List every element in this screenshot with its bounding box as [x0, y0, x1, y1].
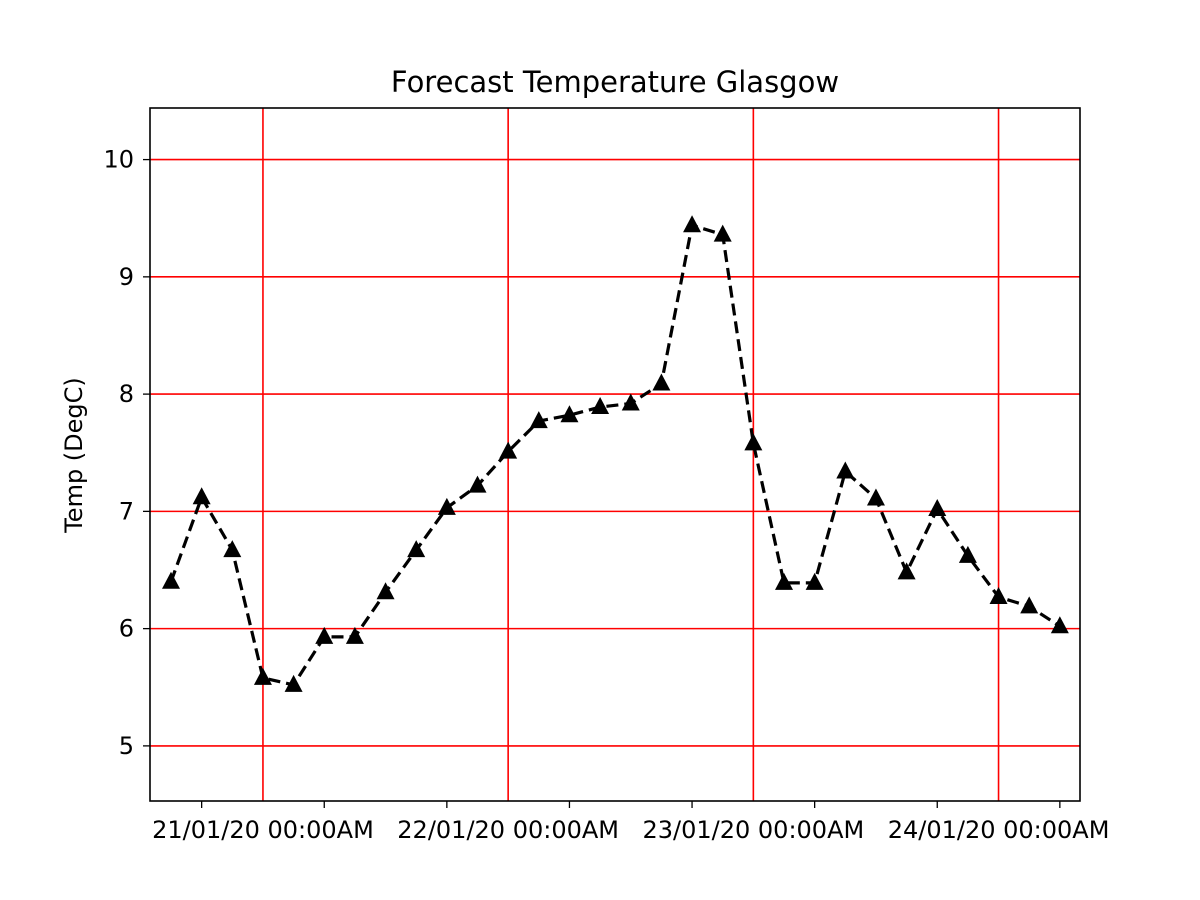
y-tick-label: 7 [119, 497, 134, 525]
y-tick-label: 9 [119, 263, 134, 291]
data-point-marker [499, 441, 518, 459]
data-point-marker [897, 562, 916, 580]
data-point-marker [713, 224, 732, 242]
data-point-marker [836, 461, 855, 479]
series-layer [162, 215, 1069, 692]
data-point-marker [958, 545, 977, 563]
series-line [169, 223, 1061, 687]
data-point-marker [162, 571, 180, 589]
data-point-marker [376, 582, 395, 600]
data-point-marker [345, 626, 364, 644]
data-point-marker [652, 373, 671, 391]
y-tick-label: 10 [103, 146, 134, 174]
data-point-marker [284, 674, 303, 692]
data-point-marker [407, 540, 426, 558]
x-tick-label: 21/01/20 00:00AM [152, 816, 374, 844]
data-point-marker [253, 667, 272, 685]
data-point-marker [223, 540, 242, 558]
data-point-marker [1020, 596, 1039, 614]
y-tick-label: 5 [119, 732, 134, 760]
plot-frame [149, 107, 1081, 802]
chart-title: Forecast Temperature Glasgow [391, 65, 839, 99]
grid-lines [150, 108, 1080, 801]
data-point-marker [468, 475, 487, 493]
data-point-marker [805, 572, 824, 590]
x-tick-label: 24/01/20 00:00AM [888, 816, 1110, 844]
data-point-marker [744, 433, 763, 451]
data-point-marker [315, 626, 334, 644]
axes-layer: 5 6 7 8 9 10 21/01/20 00:00AM 22/01/20 00:00AM 2… [103, 107, 1110, 844]
data-point-marker [775, 572, 793, 590]
x-tick-label: 22/01/20 00:00AM [397, 816, 619, 844]
data-point-marker [591, 397, 610, 415]
y-axis-label: Temp (DegC) [60, 377, 88, 534]
data-point-marker [621, 393, 640, 411]
data-point-marker [683, 215, 702, 233]
data-point-marker [560, 405, 579, 423]
data-point-marker [437, 497, 456, 515]
data-point-marker [529, 411, 548, 429]
data-point-marker [866, 488, 885, 506]
data-point-marker [192, 487, 211, 505]
data-point-marker [1050, 616, 1069, 634]
data-point-marker [928, 499, 947, 517]
y-tick-label: 8 [119, 380, 134, 408]
x-tick-label: 23/01/20 00:00AM [642, 816, 864, 844]
data-point-marker [989, 586, 1008, 604]
y-tick-label: 6 [119, 615, 134, 643]
